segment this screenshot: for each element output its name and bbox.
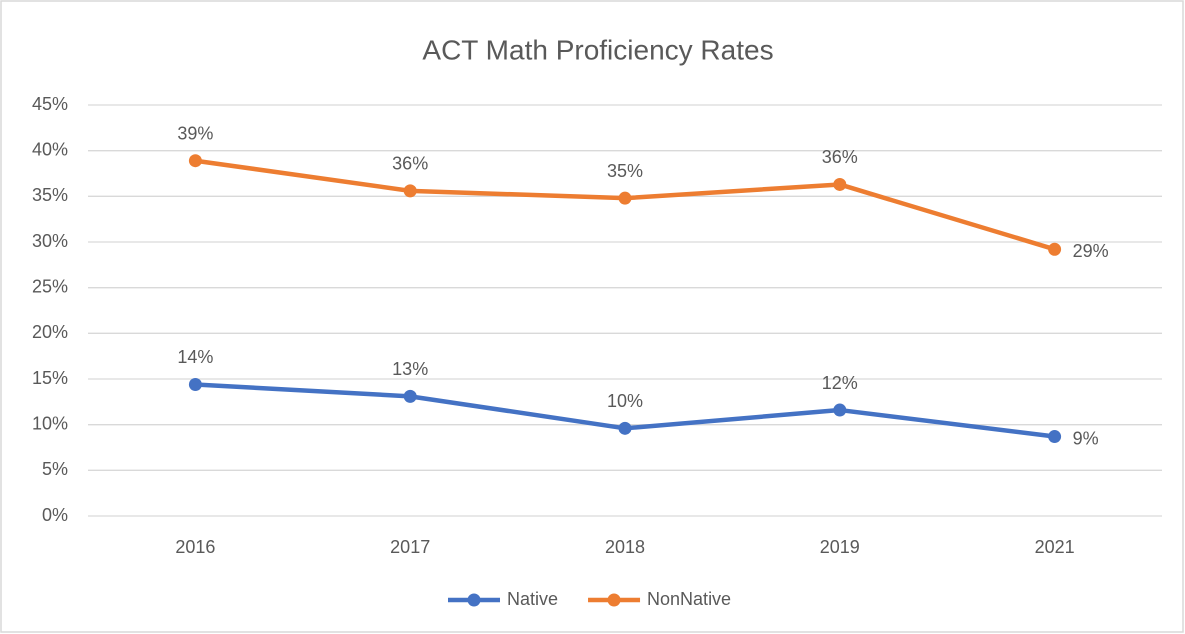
- x-tick-label: 2021: [1035, 537, 1075, 557]
- legend-label: NonNative: [647, 589, 731, 609]
- y-tick-label: 0%: [42, 505, 68, 525]
- data-label: 36%: [822, 147, 858, 167]
- y-tick-label: 35%: [32, 185, 68, 205]
- marker: [618, 191, 632, 205]
- marker: [833, 177, 847, 191]
- y-tick-label: 10%: [32, 413, 68, 433]
- y-tick-label: 40%: [32, 139, 68, 159]
- marker: [833, 403, 847, 417]
- marker: [188, 154, 202, 168]
- data-label: 13%: [392, 359, 428, 379]
- x-tick-label: 2017: [390, 537, 430, 557]
- marker: [188, 377, 202, 391]
- y-tick-label: 45%: [32, 94, 68, 114]
- x-tick-label: 2019: [820, 537, 860, 557]
- marker: [1048, 242, 1062, 256]
- data-label: 14%: [177, 347, 213, 367]
- marker: [403, 389, 417, 403]
- legend-marker: [467, 593, 481, 607]
- data-label: 29%: [1073, 241, 1109, 261]
- x-tick-label: 2018: [605, 537, 645, 557]
- y-tick-label: 15%: [32, 368, 68, 388]
- y-tick-label: 25%: [32, 276, 68, 296]
- marker: [618, 421, 632, 435]
- marker: [403, 184, 417, 198]
- data-label: 9%: [1073, 428, 1099, 448]
- legend-marker: [607, 593, 621, 607]
- chart-title: ACT Math Proficiency Rates: [422, 34, 773, 65]
- data-label: 36%: [392, 154, 428, 174]
- data-label: 12%: [822, 373, 858, 393]
- data-label: 35%: [607, 161, 643, 181]
- y-tick-label: 5%: [42, 459, 68, 479]
- data-label: 39%: [177, 123, 213, 143]
- x-tick-label: 2016: [175, 537, 215, 557]
- data-label: 10%: [607, 391, 643, 411]
- y-tick-label: 20%: [32, 322, 68, 342]
- y-tick-label: 30%: [32, 231, 68, 251]
- marker: [1048, 430, 1062, 444]
- legend-label: Native: [507, 589, 558, 609]
